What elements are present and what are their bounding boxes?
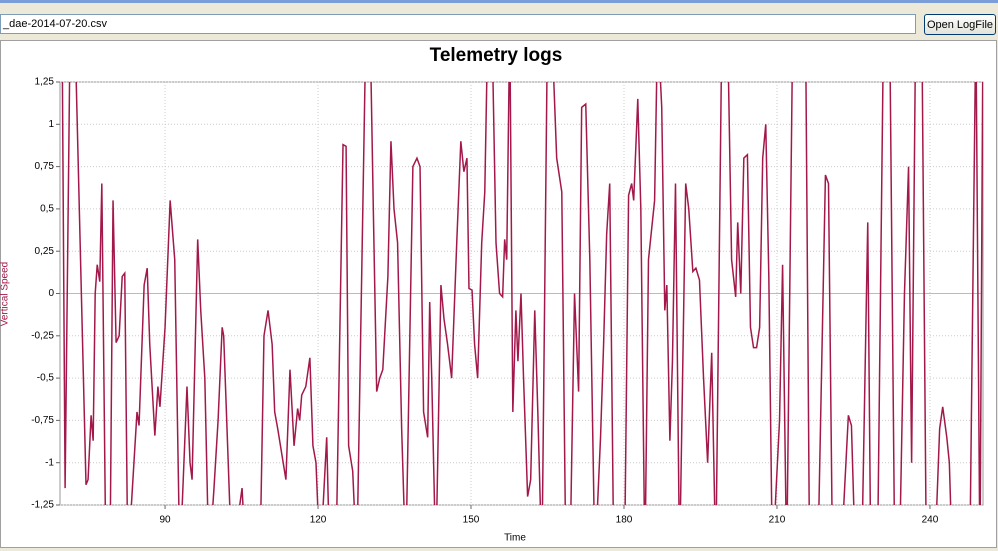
y-axis-label: Vertical Speed [0, 262, 11, 327]
x-tick-label: 90 [159, 515, 171, 526]
y-tick-label: 0,75 [35, 161, 55, 172]
open-logfile-button[interactable]: Open LogFile [924, 14, 996, 35]
data-line [61, 82, 983, 505]
x-tick-label: 180 [616, 515, 633, 526]
y-tick-label: 0,25 [35, 246, 55, 257]
y-tick-label: 0,5 [40, 204, 54, 215]
x-tick-label: 120 [310, 515, 327, 526]
chart: Telemetry logs Time Vertical Speed -1,25… [0, 40, 997, 548]
file-path-field[interactable]: _dae-2014-07-20.csv [0, 14, 916, 34]
x-tick-label: 240 [922, 515, 939, 526]
window-border [0, 0, 998, 3]
x-axis-label: Time [504, 533, 526, 544]
y-tick-label: -1,25 [31, 500, 54, 511]
y-tick-label: 1 [48, 119, 54, 130]
y-tick-label: -1 [45, 457, 54, 468]
y-tick-label: 1,25 [35, 77, 55, 88]
x-tick-label: 210 [769, 515, 786, 526]
y-tick-label: -0,5 [37, 373, 55, 384]
y-tick-label: -0,75 [31, 415, 54, 426]
chart-title: Telemetry logs [430, 45, 563, 66]
x-tick-label: 150 [463, 515, 480, 526]
y-tick-label: -0,25 [31, 330, 54, 341]
y-tick-label: 0 [48, 288, 54, 299]
